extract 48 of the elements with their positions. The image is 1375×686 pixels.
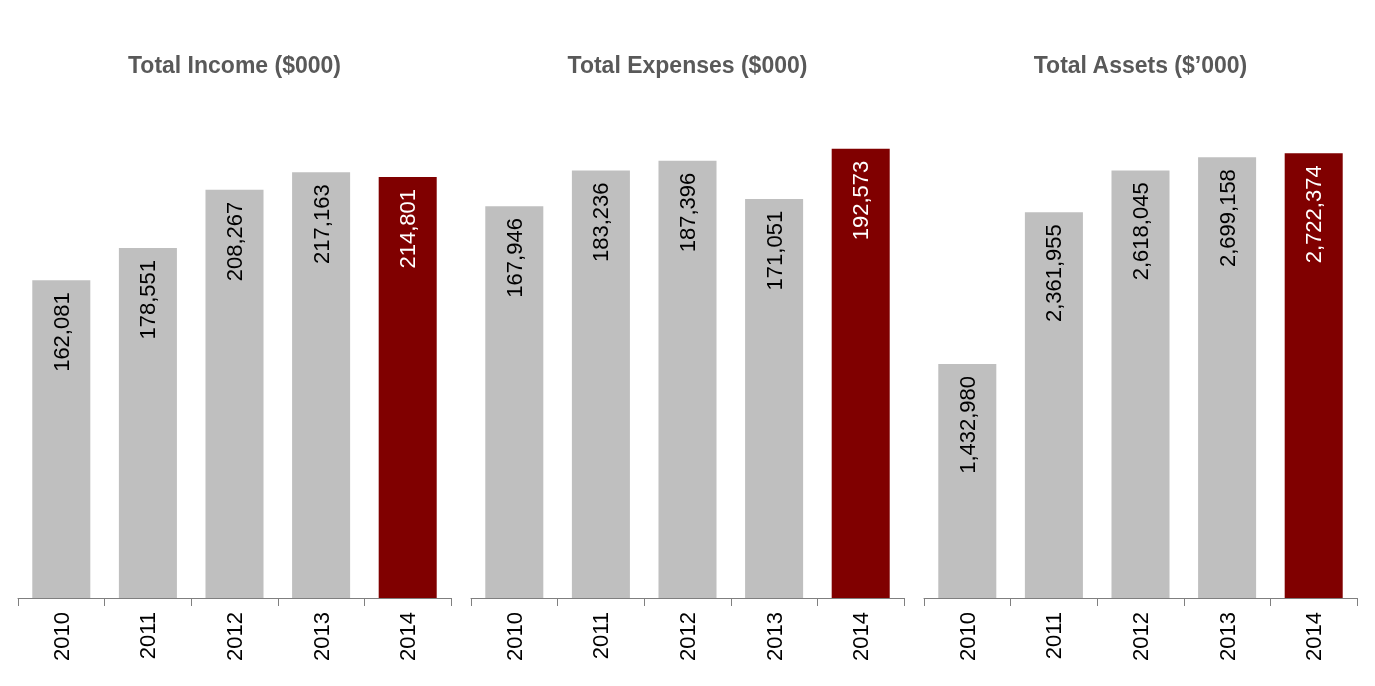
bar	[1284, 153, 1343, 598]
x-tick-label: 2013	[308, 612, 334, 661]
data-label: 171,051	[761, 210, 787, 291]
x-tick-label: 2013	[1214, 612, 1240, 661]
chart-title: Total Income ($000)	[127, 51, 342, 78]
bar	[831, 148, 890, 598]
data-label: 162,081	[48, 292, 74, 372]
bar	[378, 176, 437, 598]
data-label: 183,236	[588, 182, 614, 262]
bar	[1024, 212, 1083, 598]
data-label: 2,699,158	[1214, 169, 1240, 268]
data-label: 167,946	[501, 218, 527, 298]
bar	[118, 248, 177, 598]
bar	[745, 198, 804, 598]
x-tick-label: 2011	[1041, 612, 1067, 660]
chart-title: Total Assets ($’000)	[1033, 51, 1248, 78]
bar	[32, 280, 91, 598]
x-tick-label: 2014	[395, 612, 421, 661]
data-label: 187,396	[675, 172, 700, 253]
x-tick-label: 2012	[675, 612, 700, 661]
data-label: 2,618,045	[1128, 182, 1153, 281]
bar	[485, 206, 544, 598]
x-tick-label: 2012	[1128, 612, 1153, 661]
chart-title: Total Expenses ($000)	[567, 51, 808, 78]
x-tick-label: 2011	[588, 612, 614, 660]
bar	[938, 363, 997, 598]
x-tick-label: 2011	[135, 612, 161, 660]
data-label: 208,267	[222, 201, 247, 282]
data-label: 1,432,980	[954, 375, 980, 474]
x-tick-label: 2013	[761, 612, 787, 661]
bar	[292, 172, 351, 598]
bar	[658, 160, 717, 598]
data-label: 217,163	[308, 184, 334, 264]
bar	[1111, 170, 1170, 598]
x-tick-label: 2014	[848, 612, 874, 661]
bar	[1198, 157, 1257, 598]
data-label: 214,801	[395, 188, 421, 269]
bar	[571, 170, 630, 598]
data-label: 178,551	[135, 260, 161, 340]
x-tick-label: 2010	[48, 612, 74, 661]
x-tick-label: 2012	[222, 612, 247, 661]
x-tick-label: 2010	[954, 612, 980, 661]
data-label: 2,361,955	[1041, 224, 1067, 323]
data-label: 2,722,374	[1301, 165, 1327, 264]
data-label: 192,573	[848, 160, 874, 241]
x-tick-label: 2010	[501, 612, 527, 661]
x-tick-label: 2014	[1301, 612, 1327, 661]
bar	[205, 189, 264, 598]
